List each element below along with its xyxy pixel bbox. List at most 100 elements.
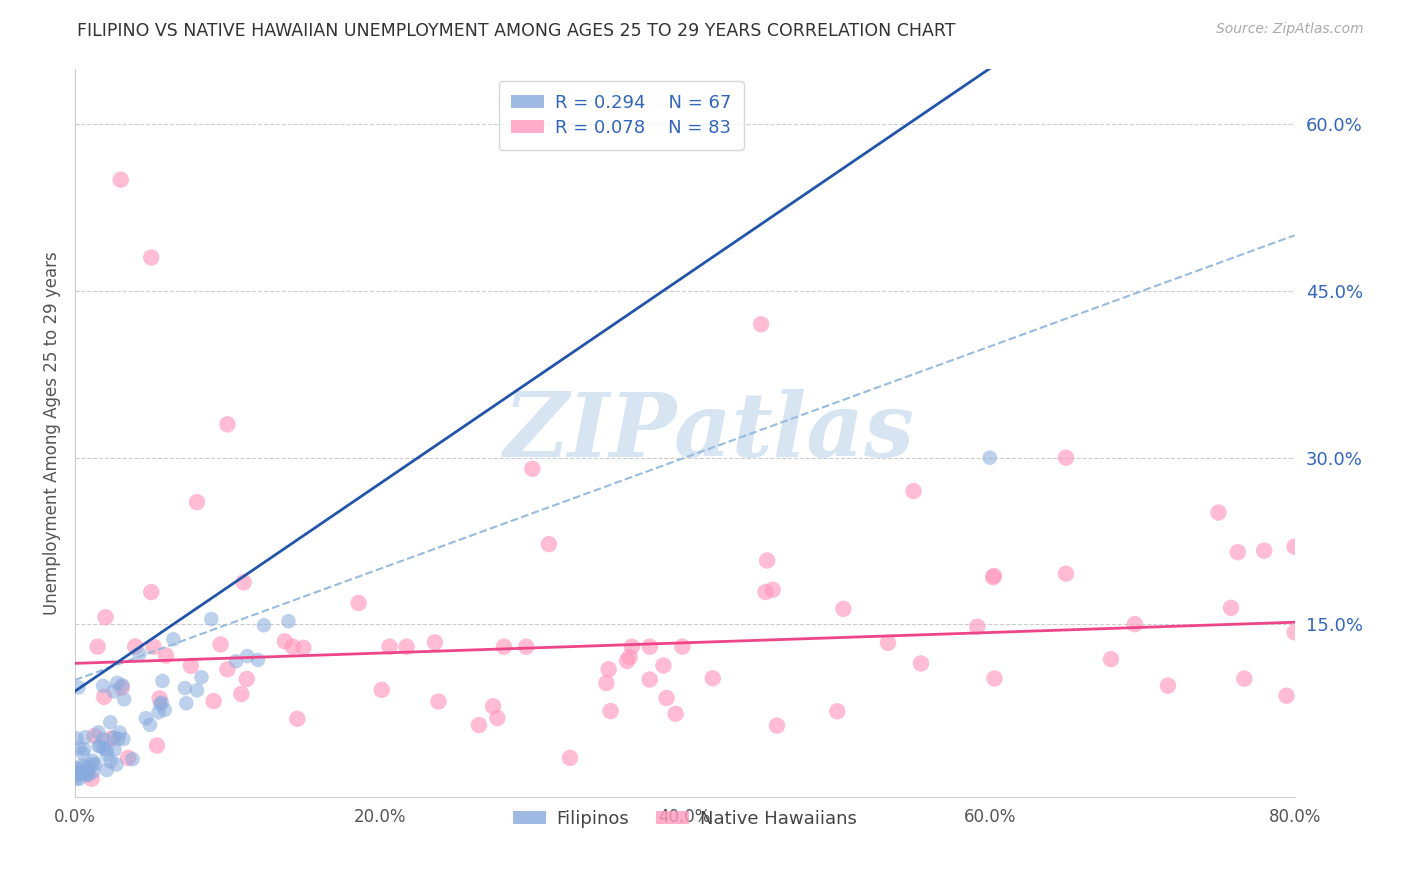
Point <box>155 648 177 663</box>
Point <box>72 766 94 780</box>
Point <box>141 585 163 599</box>
Point <box>89 739 111 753</box>
Point <box>174 681 197 695</box>
Point <box>149 697 172 711</box>
Point <box>652 658 675 673</box>
Point <box>292 640 315 655</box>
Point <box>148 706 170 720</box>
Point <box>235 672 257 686</box>
Point <box>94 610 117 624</box>
Point <box>83 729 105 743</box>
Point <box>108 725 131 739</box>
Point <box>515 640 537 654</box>
Point <box>619 650 641 665</box>
Point <box>82 754 104 768</box>
Point <box>537 537 560 551</box>
Point <box>762 582 785 597</box>
Point <box>903 483 925 498</box>
Point <box>522 462 544 476</box>
Point <box>423 635 446 649</box>
Point <box>72 758 94 772</box>
Point <box>378 640 401 654</box>
Point <box>281 640 304 654</box>
Point <box>93 690 115 704</box>
Point <box>756 553 779 567</box>
Point <box>371 682 394 697</box>
Point <box>153 703 176 717</box>
Point <box>117 751 139 765</box>
Point <box>1233 672 1256 686</box>
Point <box>832 602 855 616</box>
Point <box>186 683 208 698</box>
Point <box>665 706 688 721</box>
Point <box>76 768 98 782</box>
Point <box>65 765 87 780</box>
Point <box>217 662 239 676</box>
Point <box>246 653 269 667</box>
Point <box>558 751 581 765</box>
Point <box>877 636 900 650</box>
Point <box>486 711 509 725</box>
Point <box>1054 566 1077 581</box>
Point <box>395 640 418 654</box>
Point <box>100 731 122 746</box>
Point <box>124 640 146 654</box>
Point <box>93 741 115 756</box>
Point <box>983 672 1005 686</box>
Point <box>65 761 87 775</box>
Point <box>87 739 110 754</box>
Point <box>616 654 638 668</box>
Point <box>128 647 150 661</box>
Point <box>186 495 208 509</box>
Point <box>492 640 515 654</box>
Point <box>1284 540 1306 554</box>
Point <box>77 764 100 779</box>
Point <box>65 772 87 786</box>
Point <box>112 732 135 747</box>
Point <box>910 657 932 671</box>
Point <box>482 699 505 714</box>
Point <box>65 768 87 782</box>
Point <box>209 637 232 651</box>
Point <box>236 649 259 664</box>
Text: Source: ZipAtlas.com: Source: ZipAtlas.com <box>1216 22 1364 37</box>
Point <box>702 671 724 685</box>
Point <box>150 696 173 710</box>
Point <box>149 691 172 706</box>
Point <box>107 731 129 746</box>
Point <box>1157 679 1180 693</box>
Point <box>655 691 678 706</box>
Point <box>766 718 789 732</box>
Point <box>638 673 661 687</box>
Point <box>121 752 143 766</box>
Point <box>285 712 308 726</box>
Point <box>1284 625 1306 640</box>
Point <box>620 640 643 654</box>
Point <box>595 676 617 690</box>
Point <box>82 764 104 779</box>
Point <box>139 718 162 732</box>
Point <box>76 762 98 776</box>
Point <box>77 760 100 774</box>
Point <box>67 681 90 695</box>
Point <box>87 725 110 739</box>
Point <box>253 618 276 632</box>
Point <box>1099 652 1122 666</box>
Point <box>981 570 1004 584</box>
Point <box>91 732 114 747</box>
Point <box>162 632 184 647</box>
Point <box>96 747 118 762</box>
Point <box>671 640 693 654</box>
Point <box>468 718 491 732</box>
Text: ZIPatlas: ZIPatlas <box>503 390 915 476</box>
Point <box>86 640 108 654</box>
Point <box>111 678 134 692</box>
Y-axis label: Unemployment Among Ages 25 to 29 years: Unemployment Among Ages 25 to 29 years <box>44 251 60 615</box>
Point <box>827 704 849 718</box>
Point <box>599 704 621 718</box>
Point <box>1054 450 1077 465</box>
Point <box>1208 506 1230 520</box>
Point <box>598 662 620 676</box>
Point <box>1123 617 1146 632</box>
Point <box>180 659 202 673</box>
